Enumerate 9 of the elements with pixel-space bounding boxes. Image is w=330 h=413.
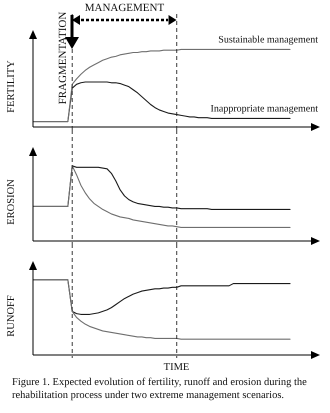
x-axis-title: TIME — [164, 362, 190, 373]
caption: Figure 1. Expected evolution of fertility, runoff and erosion during the rehabilitation process under two extreme management scenarios. — [11, 376, 308, 402]
text: MANAGEMENT — [84, 2, 164, 14]
y-axis-title: FERTILITY — [6, 60, 17, 113]
series-label: Inappropriate management — [210, 103, 318, 114]
series-label: Sustainable management — [218, 34, 318, 46]
y-axis-title: RUNOFF — [6, 295, 17, 337]
annotation: FRAGMENTATION — [57, 12, 70, 104]
y-axis-title: EROSION — [6, 178, 17, 225]
